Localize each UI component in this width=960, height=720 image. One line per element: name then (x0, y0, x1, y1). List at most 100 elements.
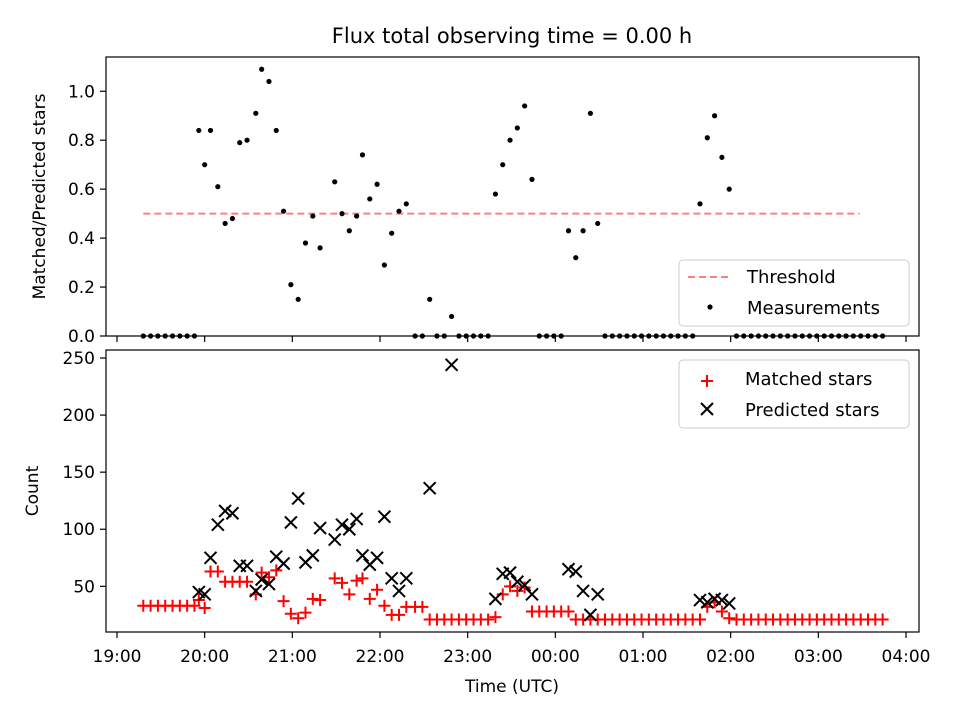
x-tick-label: 21:00 (268, 647, 317, 667)
measurement-point (237, 140, 243, 146)
predicted-star-point (510, 575, 525, 589)
predicted-star-point (590, 587, 605, 602)
measurement-point (273, 127, 279, 134)
bottom-legend: Matched stars Predicted stars (678, 359, 910, 429)
measurement-point (587, 110, 594, 116)
top-axes-frame (105, 56, 920, 337)
measurement-point (354, 213, 360, 219)
measurement-point (222, 220, 228, 227)
top-y-axis-label: Matched/Predicted stars (30, 93, 50, 299)
measurement-point (507, 137, 513, 143)
x-tick-label: 23:00 (443, 647, 492, 667)
matched-star-point (378, 599, 391, 612)
measurement-point (396, 208, 402, 214)
measurement-point (529, 176, 535, 182)
legend-measurements-label: Measurements (747, 298, 880, 319)
measurement-point (565, 228, 572, 234)
measurement-point (280, 208, 287, 214)
matched-star-point (482, 613, 495, 626)
top-y-tick-label: 0.2 (68, 278, 95, 298)
x-tick-label: 02:00 (706, 647, 755, 667)
top-legend-box (678, 259, 910, 327)
predicted-star-point (517, 578, 532, 592)
matched-star-point (241, 575, 254, 588)
measurement-point (374, 181, 380, 187)
predicted-star-point (313, 521, 327, 535)
predicted-star-point (240, 559, 254, 573)
bottom-y-tick-label: 50 (73, 577, 95, 597)
measurement-point (704, 135, 710, 141)
predicted-star-point (218, 504, 232, 518)
legend-threshold-label: Threshold (746, 267, 836, 288)
legend-matched-marker (701, 375, 713, 387)
bottom-y-tick-label: 250 (63, 349, 95, 369)
predicted-star-point (576, 584, 590, 598)
bottom-y-tick-label: 150 (63, 463, 95, 483)
x-tick-label: 01:00 (619, 647, 668, 667)
matched-star-point (343, 588, 356, 601)
top-y-tick-label: 0.6 (68, 180, 95, 200)
matched-star-point (511, 584, 524, 597)
x-tick-label: 19:00 (93, 647, 142, 667)
predicted-star-point (284, 515, 298, 530)
matched-star-point (723, 612, 736, 625)
top-y-ticks: 0.0 0.2 0.4 0.6 0.8 1.0 (68, 82, 106, 347)
matched-star-point (518, 581, 531, 594)
predicted-star-point (342, 522, 357, 536)
bottom-y-tick-label: 200 (63, 406, 95, 426)
measurement-point (595, 220, 601, 227)
x-axis-label: Time (UTC) (464, 677, 559, 697)
matched-star-point (693, 613, 706, 626)
predicted-star-point (377, 509, 392, 524)
x-tick-label: 20:00 (180, 647, 229, 667)
measurement-point (427, 296, 433, 302)
predicted-star-point (583, 608, 598, 622)
measurement-point (310, 213, 316, 219)
predicted-star-point (722, 596, 736, 611)
predicted-star-point (262, 577, 276, 591)
measurement-point (711, 113, 718, 119)
measurement-point (514, 125, 520, 131)
predicted-star-point (693, 593, 707, 607)
measurement-point (573, 255, 579, 261)
bottom-y-axis-label: Count (23, 465, 43, 516)
measurement-point (381, 262, 387, 268)
legend-measurements-marker (707, 304, 713, 310)
predicted-star-point (349, 512, 364, 526)
matched-star-point (292, 612, 305, 625)
matched-star-point (255, 566, 268, 579)
predicted-star-point (355, 548, 370, 563)
predicted-star-point (569, 564, 583, 579)
measurement-point (697, 201, 703, 207)
top-y-tick-label: 0.4 (68, 229, 95, 249)
predicted-star-point (306, 548, 320, 563)
measurement-point (266, 78, 272, 85)
matched-star-point (299, 606, 312, 619)
predicted-star-point (399, 571, 414, 586)
matched-star-point (350, 574, 363, 587)
matched-star-point (876, 613, 889, 626)
predicted-star-point (370, 551, 384, 565)
bottom-x-ticks: 19:00 20:00 21:00 22:00 23:00 00:00 01:00 02:00… (93, 632, 931, 667)
measurement-point (719, 154, 725, 160)
measurement-point (403, 201, 409, 207)
predicted-star-point (384, 571, 399, 586)
matched-star-point (328, 572, 341, 585)
top-plot: 0.0 0.2 0.4 0.6 0.8 1.0 Matched/Predicted sta… (30, 56, 920, 347)
measurement-point (332, 179, 338, 185)
measurement-point (295, 296, 301, 302)
measurement-point (500, 162, 506, 168)
measurement-point (288, 282, 294, 288)
top-plot-area (140, 66, 886, 339)
matched-star-point (489, 611, 502, 624)
legend-predicted-label: Predicted stars (745, 400, 879, 421)
measurement-point (339, 211, 345, 217)
measurement-point (202, 162, 208, 168)
figure-title: Flux total observing time = 0.00 h (332, 24, 692, 48)
matched-star-point (562, 605, 575, 618)
predicted-star-point (444, 358, 459, 372)
matched-star-point (211, 565, 224, 578)
legend-predicted-marker (700, 402, 714, 416)
matched-star-point (336, 576, 349, 589)
